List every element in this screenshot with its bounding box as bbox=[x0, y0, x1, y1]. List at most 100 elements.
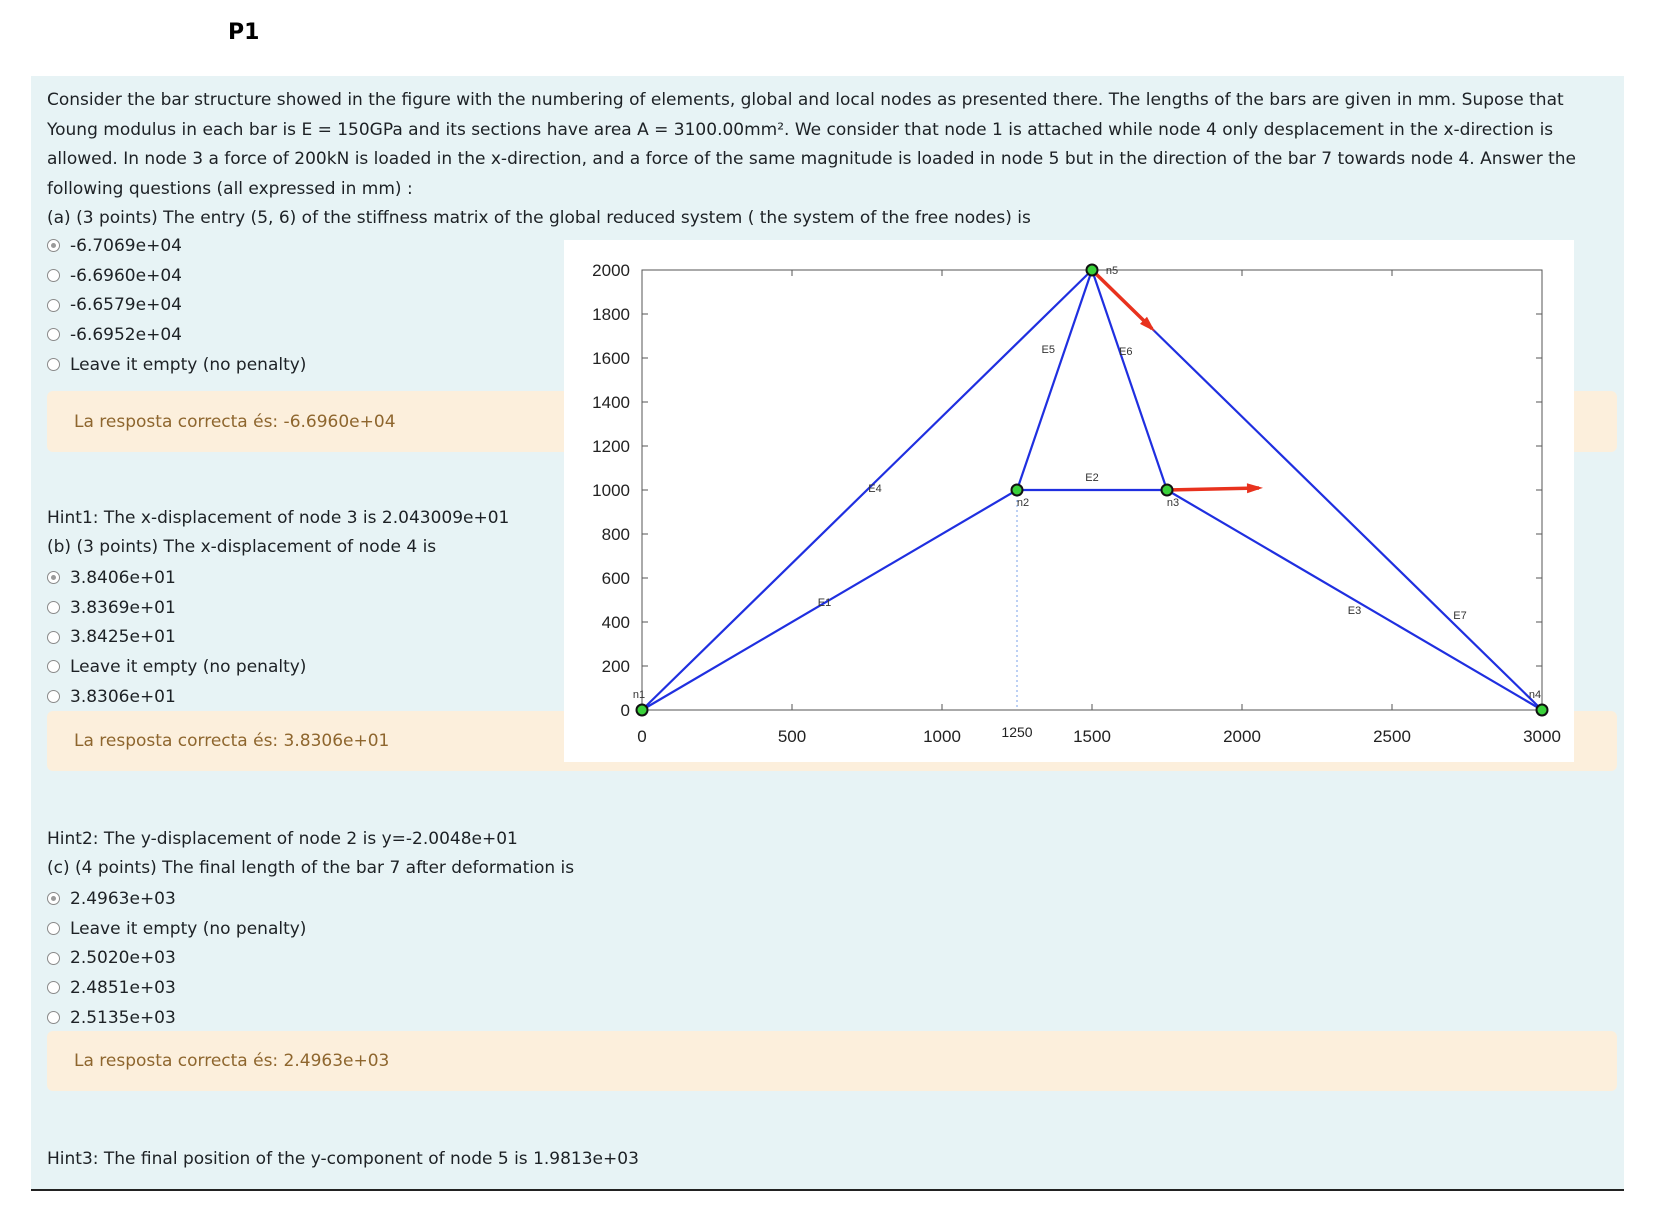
part-b-text: Hint1: The x-displacement of node 3 is 2… bbox=[47, 504, 509, 562]
option-label: 3.8406e+01 bbox=[70, 567, 176, 588]
radio-button[interactable] bbox=[47, 892, 60, 906]
hint-1: Hint1: The x-displacement of node 3 is 2… bbox=[47, 508, 510, 528]
x-tick-label: 0 bbox=[637, 727, 646, 746]
question-intro: Consider the bar structure showed in the… bbox=[47, 90, 1577, 199]
radio-button[interactable] bbox=[47, 269, 60, 283]
bar-element bbox=[1090, 269, 1169, 491]
y-tick-label: 1000 bbox=[592, 481, 630, 500]
radio-button[interactable] bbox=[47, 951, 60, 965]
x-tick-label: 500 bbox=[778, 727, 806, 746]
option[interactable]: 3.8369e+01 bbox=[47, 593, 306, 623]
divider bbox=[31, 1189, 1624, 1191]
bar-element bbox=[1166, 489, 1543, 711]
option[interactable]: -6.7069e+04 bbox=[47, 231, 306, 261]
option-label: Leave it empty (no penalty) bbox=[70, 656, 307, 677]
radio-button[interactable] bbox=[47, 328, 60, 342]
option-label: -6.6952e+04 bbox=[70, 324, 182, 345]
element-label: E6 bbox=[1119, 346, 1132, 358]
option[interactable]: Leave it empty (no penalty) bbox=[47, 350, 306, 380]
option-label: 2.5020e+03 bbox=[70, 948, 176, 969]
option-label: 2.4851e+03 bbox=[70, 977, 176, 998]
node-marker bbox=[1535, 703, 1549, 717]
option[interactable]: 2.5020e+03 bbox=[47, 943, 306, 973]
bar-element bbox=[1015, 269, 1094, 491]
y-tick-label: 400 bbox=[602, 613, 630, 632]
part-a-options: -6.7069e+04 -6.6960e+04 -6.6579e+04 -6.6… bbox=[47, 231, 306, 379]
node-label: n2 bbox=[1017, 497, 1029, 509]
option[interactable]: 3.8406e+01 bbox=[47, 563, 306, 593]
option[interactable]: Leave it empty (no penalty) bbox=[47, 652, 306, 682]
radio-button[interactable] bbox=[47, 660, 60, 674]
option-label: -6.7069e+04 bbox=[70, 235, 182, 256]
radio-button[interactable] bbox=[47, 981, 60, 995]
feedback-text: La resposta correcta és: 3.8306e+01 bbox=[74, 731, 390, 751]
x-tick-label: 2500 bbox=[1373, 727, 1411, 746]
force-arrow bbox=[1166, 486, 1260, 492]
x-tick-label: 3000 bbox=[1523, 727, 1561, 746]
radio-button[interactable] bbox=[47, 1011, 60, 1025]
radio-button[interactable] bbox=[47, 571, 60, 585]
element-label: E5 bbox=[1042, 344, 1055, 356]
force-arrow bbox=[1090, 268, 1154, 330]
option[interactable]: -6.6952e+04 bbox=[47, 320, 306, 350]
node-label: n5 bbox=[1106, 265, 1118, 277]
y-tick-label: 2000 bbox=[592, 261, 630, 280]
bar-element bbox=[1091, 269, 1543, 711]
node-label: n3 bbox=[1167, 497, 1179, 509]
radio-button[interactable] bbox=[47, 601, 60, 615]
element-label: E1 bbox=[818, 597, 831, 609]
node-marker bbox=[1010, 483, 1024, 497]
feedback-text: La resposta correcta és: -6.6960e+04 bbox=[74, 411, 396, 432]
y-tick-label: 0 bbox=[621, 701, 630, 720]
option[interactable]: Leave it empty (no penalty) bbox=[47, 914, 306, 944]
element-label: E3 bbox=[1348, 605, 1361, 617]
x-tick-label: 1000 bbox=[923, 727, 961, 746]
x-tick-label: 2000 bbox=[1223, 727, 1261, 746]
hint-3: Hint3: The final position of the y-compo… bbox=[47, 1149, 639, 1169]
option[interactable]: 2.4851e+03 bbox=[47, 973, 306, 1003]
radio-button[interactable] bbox=[47, 630, 60, 644]
node-label: n4 bbox=[1529, 689, 1541, 701]
force-arrowhead bbox=[1139, 316, 1155, 332]
option-label: -6.6960e+04 bbox=[70, 265, 182, 286]
option[interactable]: 3.8425e+01 bbox=[47, 622, 306, 652]
bar-element bbox=[641, 269, 1093, 711]
y-tick-label: 800 bbox=[602, 525, 630, 544]
part-b-options: 3.8406e+01 3.8369e+01 3.8425e+01 Leave i… bbox=[47, 563, 306, 711]
element-label: E7 bbox=[1453, 610, 1466, 622]
option-label: Leave it empty (no penalty) bbox=[70, 918, 307, 939]
option-label: 3.8306e+01 bbox=[70, 686, 176, 707]
y-tick-label: 600 bbox=[602, 569, 630, 588]
option-label: 3.8425e+01 bbox=[70, 627, 176, 648]
option[interactable]: 2.4963e+03 bbox=[47, 884, 306, 914]
option[interactable]: 3.8306e+01 bbox=[47, 682, 306, 712]
option[interactable]: -6.6579e+04 bbox=[47, 290, 306, 320]
element-label: E4 bbox=[868, 483, 881, 495]
option-label: 3.8369e+01 bbox=[70, 597, 176, 618]
y-tick-label: 200 bbox=[602, 657, 630, 676]
part-c-options: 2.4963e+03 Leave it empty (no penalty) 2… bbox=[47, 884, 306, 1032]
question-text: Consider the bar structure showed in the… bbox=[47, 86, 1617, 234]
option-label: -6.6579e+04 bbox=[70, 295, 182, 316]
option-label: Leave it empty (no penalty) bbox=[70, 354, 307, 375]
radio-button[interactable] bbox=[47, 922, 60, 936]
radio-button[interactable] bbox=[47, 239, 60, 253]
radio-button[interactable] bbox=[47, 298, 60, 312]
option[interactable]: -6.6960e+04 bbox=[47, 261, 306, 291]
y-tick-label: 1400 bbox=[592, 393, 630, 412]
part-c-text: Hint2: The y-displacement of node 2 is y… bbox=[47, 825, 574, 883]
element-label: E2 bbox=[1085, 472, 1098, 484]
node-marker bbox=[635, 703, 649, 717]
feedback-box: La resposta correcta és: 2.4963e+03 bbox=[47, 1031, 1617, 1091]
radio-button[interactable] bbox=[47, 690, 60, 704]
part-b-prompt: (b) (3 points) The x-displacement of nod… bbox=[47, 537, 437, 557]
option[interactable]: 2.5135e+03 bbox=[47, 1003, 306, 1033]
node-marker bbox=[1160, 483, 1174, 497]
node-marker bbox=[1085, 263, 1099, 277]
radio-button[interactable] bbox=[47, 358, 60, 372]
x-tick-label: 1500 bbox=[1073, 727, 1111, 746]
option-label: 2.4963e+03 bbox=[70, 888, 176, 909]
force-arrowhead bbox=[1246, 483, 1263, 494]
y-tick-label: 1200 bbox=[592, 437, 630, 456]
hint-2: Hint2: The y-displacement of node 2 is y… bbox=[47, 829, 518, 849]
